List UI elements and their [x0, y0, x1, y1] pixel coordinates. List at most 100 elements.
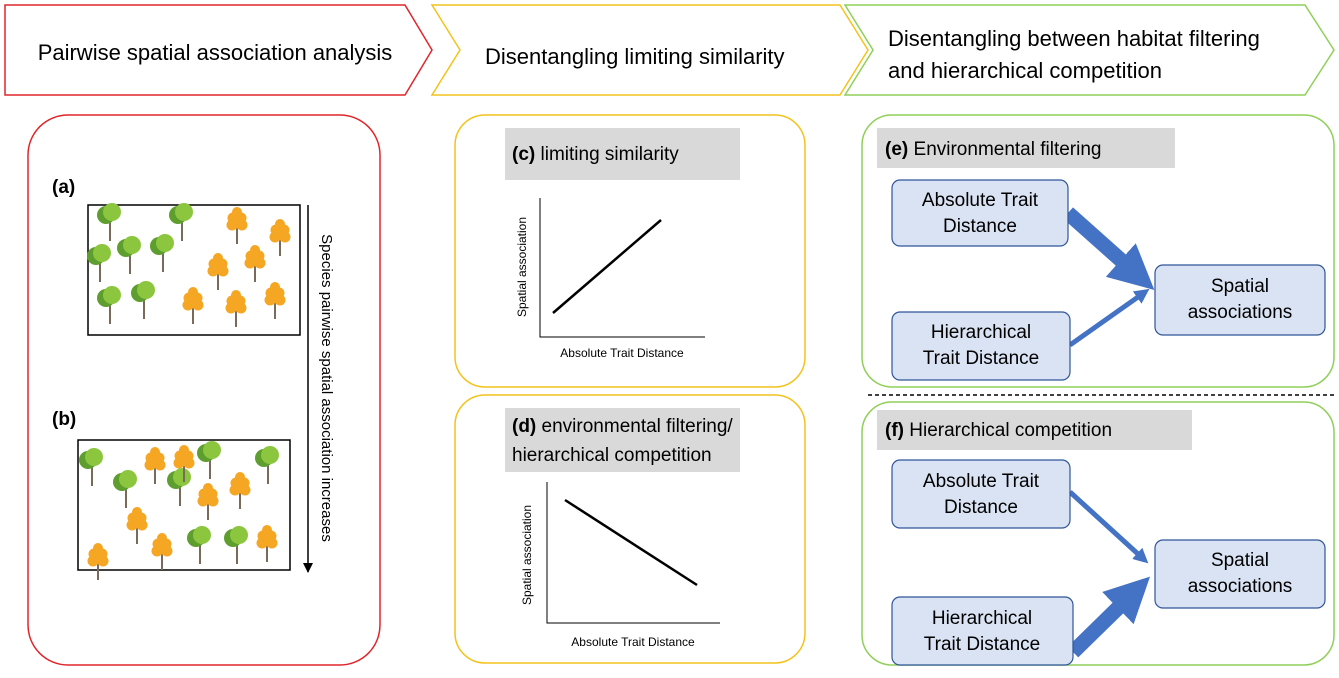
step-arrow [4, 4, 433, 96]
title-text: limiting similarity [541, 144, 680, 165]
crown [203, 441, 221, 459]
effect-arrow [1067, 576, 1151, 658]
node-label: Trait Distance [923, 348, 1040, 369]
node-box: Spatial associations [1154, 264, 1326, 336]
title-text: Environmental filtering [914, 139, 1102, 160]
crown [103, 203, 121, 221]
crown [261, 535, 273, 547]
orange-tree [126, 507, 148, 544]
crown [119, 470, 137, 488]
orange-tree [197, 483, 219, 520]
orange-tree [87, 543, 109, 580]
orange-tree [269, 219, 291, 256]
crown [173, 468, 191, 486]
green-tree [87, 244, 111, 282]
orange-tree [226, 207, 248, 244]
panel-label: (c) [512, 144, 535, 165]
plot-box [87, 204, 301, 336]
effect-arrow [1068, 288, 1150, 348]
green-tree [197, 441, 221, 479]
panel-title: (f) Hierarchical competition [885, 420, 1112, 441]
orange-tree [229, 472, 251, 509]
orange-tree [264, 282, 286, 319]
crown [230, 526, 248, 544]
panel-label: (b) [52, 409, 76, 430]
step-arrow [843, 4, 1335, 96]
green-tree [224, 526, 248, 564]
panel-label: (e) [885, 139, 908, 160]
title-bg [505, 128, 740, 180]
green-tree [97, 286, 121, 324]
node-label: Absolute Trait [923, 471, 1040, 492]
crown [212, 263, 224, 275]
node-label: Spatial [1211, 550, 1269, 571]
y-axis-label: Spatial association [515, 217, 529, 317]
node-label: Spatial [1211, 276, 1269, 297]
node-box: Hierarchical Trait Distance [891, 596, 1074, 666]
panel-label: (f) [885, 420, 904, 441]
orange-tree [225, 290, 247, 327]
crown [178, 455, 190, 467]
plot-box [77, 439, 291, 571]
node-box: Hierarchical Trait Distance [891, 311, 1071, 381]
trend-line [552, 219, 662, 314]
green-tree [150, 234, 174, 272]
step-arrow [430, 4, 869, 96]
y-axis-label: Spatial association [520, 505, 534, 605]
orange-tree [256, 525, 278, 562]
crown [231, 217, 243, 229]
panel-title: (e) Environmental filtering [885, 139, 1102, 160]
trend-line [564, 498, 698, 587]
crown [149, 457, 161, 469]
green-tree [117, 236, 141, 274]
green-tree [79, 448, 103, 486]
orange-tree [182, 287, 204, 324]
title-bg [505, 408, 740, 472]
panel-frame [454, 394, 806, 664]
crown [156, 543, 168, 555]
crown [103, 286, 121, 304]
orange-tree [173, 445, 195, 482]
crown [202, 493, 214, 505]
node-label: Distance [944, 497, 1018, 518]
crown [175, 203, 193, 221]
crown [131, 517, 143, 529]
panel-title: (d) environmental filtering/ [512, 416, 733, 437]
panel-title: (c) limiting similarity [512, 144, 679, 165]
axes [539, 198, 705, 338]
node-label: Absolute Trait [922, 190, 1039, 211]
crown [156, 234, 174, 252]
crown [230, 300, 242, 312]
crown [187, 297, 199, 309]
node-label: Distance [943, 216, 1017, 237]
title-text: Hierarchical competition [909, 420, 1112, 441]
panel-frame [454, 114, 806, 388]
x-axis-label: Absolute Trait Distance [560, 346, 684, 360]
title-bg [877, 410, 1192, 450]
crown [269, 292, 281, 304]
green-tree [255, 446, 279, 484]
step-title: and hierarchical competition [888, 58, 1162, 83]
node-label: associations [1188, 576, 1293, 597]
crown [193, 526, 211, 544]
panel-label: (a) [52, 177, 75, 198]
orange-tree [151, 533, 173, 570]
step-title: Pairwise spatial association analysis [38, 40, 393, 65]
orange-tree [207, 253, 229, 290]
node-box: Absolute Trait Distance [891, 459, 1071, 529]
crown [137, 281, 155, 299]
green-tree [97, 203, 121, 241]
title-text: hierarchical competition [512, 445, 712, 466]
effect-arrow [1068, 490, 1149, 564]
orange-tree [244, 245, 266, 282]
node-label: Trait Distance [924, 634, 1041, 655]
panel-label: (d) [512, 416, 536, 437]
crown [274, 229, 286, 241]
panel-frame [861, 401, 1335, 666]
green-tree [131, 281, 155, 319]
node-box: Spatial associations [1154, 539, 1326, 609]
title-bg [877, 128, 1175, 168]
crown [249, 255, 261, 267]
